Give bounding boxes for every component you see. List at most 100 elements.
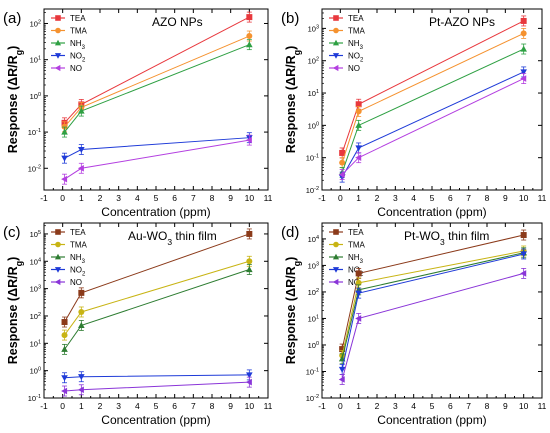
x-tick-label: 5	[154, 193, 159, 203]
legend-marker	[54, 39, 62, 46]
data-point	[355, 315, 362, 322]
series-line-2	[64, 269, 250, 350]
series-line-0	[341, 20, 524, 154]
x-tick-label: 2	[375, 401, 380, 411]
data-point	[78, 289, 85, 296]
legend-marker	[54, 64, 61, 72]
data-point	[78, 322, 85, 329]
data-point	[61, 155, 68, 162]
x-tick-label: 10	[245, 401, 255, 411]
data-point	[246, 33, 253, 40]
x-tick-label: 10	[519, 401, 529, 411]
legend-marker	[333, 27, 339, 34]
y-tick-label: 10-1	[306, 367, 319, 376]
data-point	[61, 319, 68, 326]
x-tick-label: 3	[393, 401, 398, 411]
data-point	[78, 146, 85, 153]
y-tick-label: 103	[30, 285, 41, 294]
y-tick-label: 101	[30, 56, 41, 65]
x-axis-label: Concentration (ppm)	[101, 413, 210, 427]
y-tick-label: 101	[308, 89, 319, 98]
legend-entry: NH3	[70, 39, 86, 51]
data-point	[78, 374, 85, 381]
y-tick-label: 102	[308, 57, 319, 66]
series-line-4	[341, 272, 524, 380]
y-axis-label: Response (ΔR/Rg)	[284, 257, 302, 365]
x-tick-label: 4	[135, 401, 140, 411]
y-tick-label: 103	[308, 261, 319, 270]
data-point	[78, 107, 85, 114]
y-tick-label: 101	[308, 314, 319, 323]
x-axis-label: Concentration (ppm)	[377, 205, 486, 219]
y-tick-label: 100	[30, 92, 41, 101]
series-line-1	[341, 250, 524, 356]
x-tick-label: 9	[503, 401, 508, 411]
x-tick-label: 10	[519, 193, 529, 203]
legend-marker	[333, 15, 339, 21]
x-tick-label: 7	[191, 401, 196, 411]
legend-entry: NO	[70, 64, 82, 73]
y-tick-label: 100	[30, 367, 41, 376]
data-point	[78, 308, 85, 315]
chart-panel-2: -1 0 1 2 3 4 5 6 7 8 9 10 11 10-1 100 101 102 103 104 105 Co…	[3, 222, 273, 427]
legend-marker	[55, 15, 61, 21]
data-point	[245, 378, 252, 386]
x-tick-label: 1	[79, 401, 84, 411]
legend-entry: NO2	[70, 52, 86, 64]
y-tick-label: 104	[308, 235, 319, 244]
x-tick-label: 1	[356, 401, 361, 411]
series-line-2	[64, 44, 250, 133]
x-tick-label: 4	[135, 193, 140, 203]
series-line-1	[64, 260, 250, 336]
y-tick-label: 10-1	[306, 154, 319, 163]
panel-label: (b)	[281, 10, 299, 27]
data-point	[338, 376, 345, 383]
panel-title: AZO NPs	[152, 15, 203, 29]
data-point	[355, 101, 362, 108]
x-tick-label: -1	[40, 193, 48, 203]
x-tick-label: 4	[411, 401, 416, 411]
legend-marker	[332, 267, 340, 273]
legend-entry: NO	[348, 64, 360, 73]
x-tick-label: 1	[79, 193, 84, 203]
legend-entry: NO	[70, 278, 82, 287]
data-point	[355, 290, 362, 297]
x-tick-label: 5	[430, 193, 435, 203]
panel-title: Au-WO3 thin film	[128, 229, 217, 247]
x-tick-label: 0	[338, 401, 343, 411]
x-tick-label: 0	[60, 193, 65, 203]
data-point	[355, 279, 362, 286]
y-axis-label: Response (ΔR/Rg)	[6, 257, 24, 365]
plot-frame	[321, 8, 543, 191]
x-tick-label: -1	[318, 401, 326, 411]
x-tick-label: 5	[430, 401, 435, 411]
x-tick-label: 8	[210, 401, 215, 411]
y-tick-label: 102	[30, 312, 41, 321]
legend-marker	[54, 267, 62, 273]
x-tick-label: 6	[172, 193, 177, 203]
y-axis-label: Response (ΔR/Rg)	[284, 46, 302, 154]
x-tick-label: 3	[393, 193, 398, 203]
chart-panel-3: -1 0 1 2 3 4 5 6 7 8 9 10 11 10-2 10-1 100 101 102 103 104 C…	[281, 222, 547, 427]
x-tick-label: 3	[116, 401, 121, 411]
data-point	[246, 14, 253, 21]
x-tick-label: 2	[98, 193, 103, 203]
legend-entry: TEA	[348, 14, 364, 23]
data-point	[355, 270, 362, 277]
x-tick-label: 6	[448, 401, 453, 411]
data-point	[246, 266, 253, 273]
legend-marker	[55, 241, 61, 248]
y-tick-label: 100	[308, 121, 319, 130]
legend-marker	[54, 253, 62, 260]
x-tick-label: 4	[411, 193, 416, 203]
legend-marker	[54, 278, 61, 286]
legend-entry: NO2	[348, 52, 364, 64]
data-point	[355, 108, 362, 115]
x-tick-label: 9	[228, 401, 233, 411]
chart-panel-1: -1 0 1 2 3 4 5 6 7 8 9 10 11 10-2 10-1 100 101 102 103 Conc…	[281, 8, 547, 219]
x-tick-label: 0	[338, 193, 343, 203]
legend-marker	[332, 64, 339, 72]
y-tick-label: 10-2	[306, 186, 319, 195]
legend-entry: NO2	[348, 266, 364, 278]
